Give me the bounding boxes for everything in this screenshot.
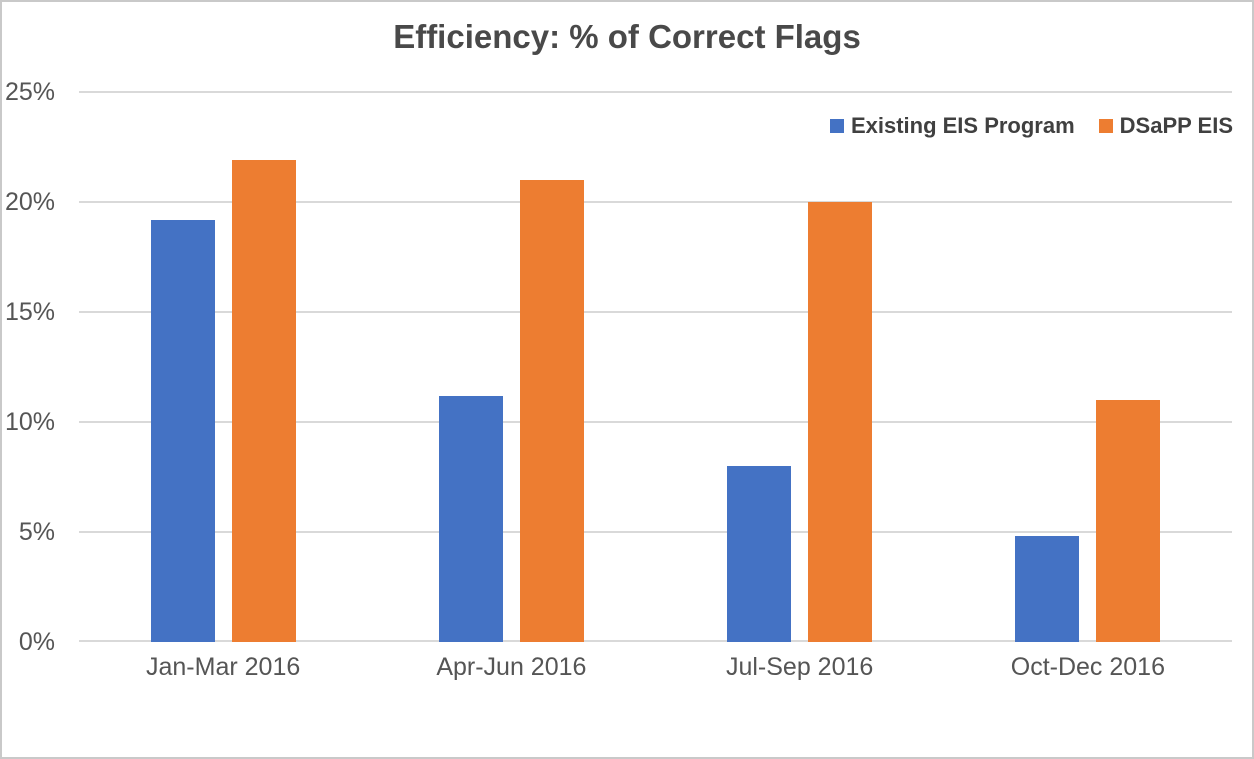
y-tick-label: 25%: [4, 78, 55, 106]
bar-series-0-cat-2: [727, 466, 792, 642]
legend-swatch-icon: [1098, 119, 1113, 133]
y-tick-label: 5%: [18, 518, 55, 546]
x-category-label: Oct-Dec 2016: [1010, 653, 1165, 681]
bar-series-0-cat-1: [438, 395, 503, 642]
gridline: [79, 311, 1232, 313]
bar-series-0-cat-3: [1015, 536, 1080, 642]
y-tick-label: 15%: [4, 298, 55, 326]
gridline: [79, 201, 1232, 203]
chart-title: Efficiency: % of Correct Flags: [393, 18, 861, 55]
bar-series-1-cat-0: [231, 160, 296, 642]
legend: Existing EIS Program DSaPP EIS: [829, 111, 1233, 141]
plot-area: [79, 91, 1232, 642]
gridline: [79, 421, 1232, 423]
legend-item-1: DSaPP EIS: [1098, 111, 1233, 141]
x-category-label: Apr-Jun 2016: [436, 653, 587, 681]
bar-series-1-cat-3: [1096, 400, 1161, 642]
gridline: [79, 531, 1232, 533]
legend-swatch-icon: [829, 119, 844, 133]
bar-series-0-cat-0: [150, 219, 215, 642]
x-axis-line: [79, 640, 1232, 642]
legend-item-0: Existing EIS Program: [829, 111, 1075, 141]
legend-label: DSaPP EIS: [1119, 113, 1233, 138]
x-category-label: Jan-Mar 2016: [146, 653, 301, 681]
legend-label: Existing EIS Program: [850, 113, 1075, 138]
bar-series-1-cat-2: [808, 202, 873, 642]
bar-series-1-cat-1: [519, 180, 584, 642]
y-tick-label: 10%: [4, 408, 55, 436]
x-category-label: Jul-Sep 2016: [725, 653, 874, 681]
y-tick-label: 0%: [18, 628, 55, 656]
gridline: [79, 91, 1232, 93]
y-tick-label: 20%: [4, 188, 55, 216]
